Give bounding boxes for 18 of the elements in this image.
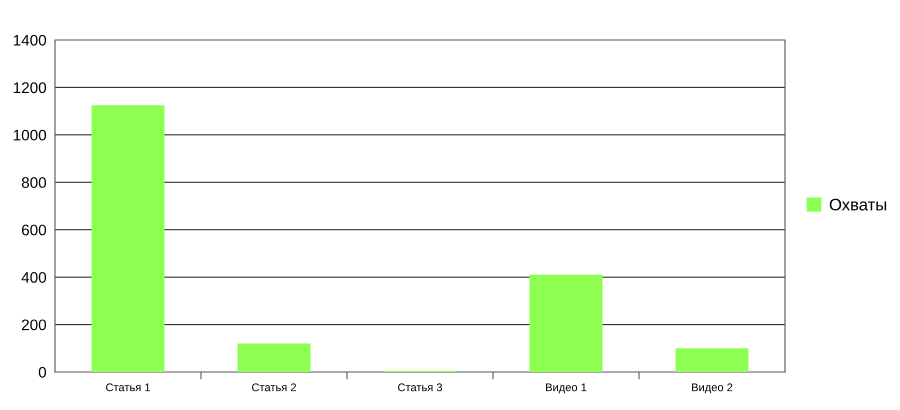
bar — [676, 348, 748, 372]
y-tick-label: 600 — [22, 224, 46, 236]
bar — [92, 105, 164, 372]
y-tick-label: 1200 — [14, 82, 46, 94]
x-tick-label: Видео 2 — [692, 383, 732, 394]
x-tick-label: Статья 1 — [106, 383, 150, 392]
legend-label: Охваты — [830, 198, 886, 211]
bar — [530, 274, 602, 372]
y-tick-label: 400 — [22, 272, 46, 283]
x-tick-label: Видео 1 — [546, 384, 586, 394]
bar — [238, 344, 310, 372]
x-tick-label: Статья 3 — [398, 383, 442, 392]
x-tick-label: Статья 2 — [252, 383, 296, 392]
y-tick-label: 1400 — [14, 34, 46, 46]
y-tick-label: 800 — [22, 177, 46, 188]
y-tick-label: 1000 — [14, 130, 46, 141]
y-tick-label: 0 — [38, 366, 46, 378]
y-tick-label: 200 — [22, 319, 46, 330]
